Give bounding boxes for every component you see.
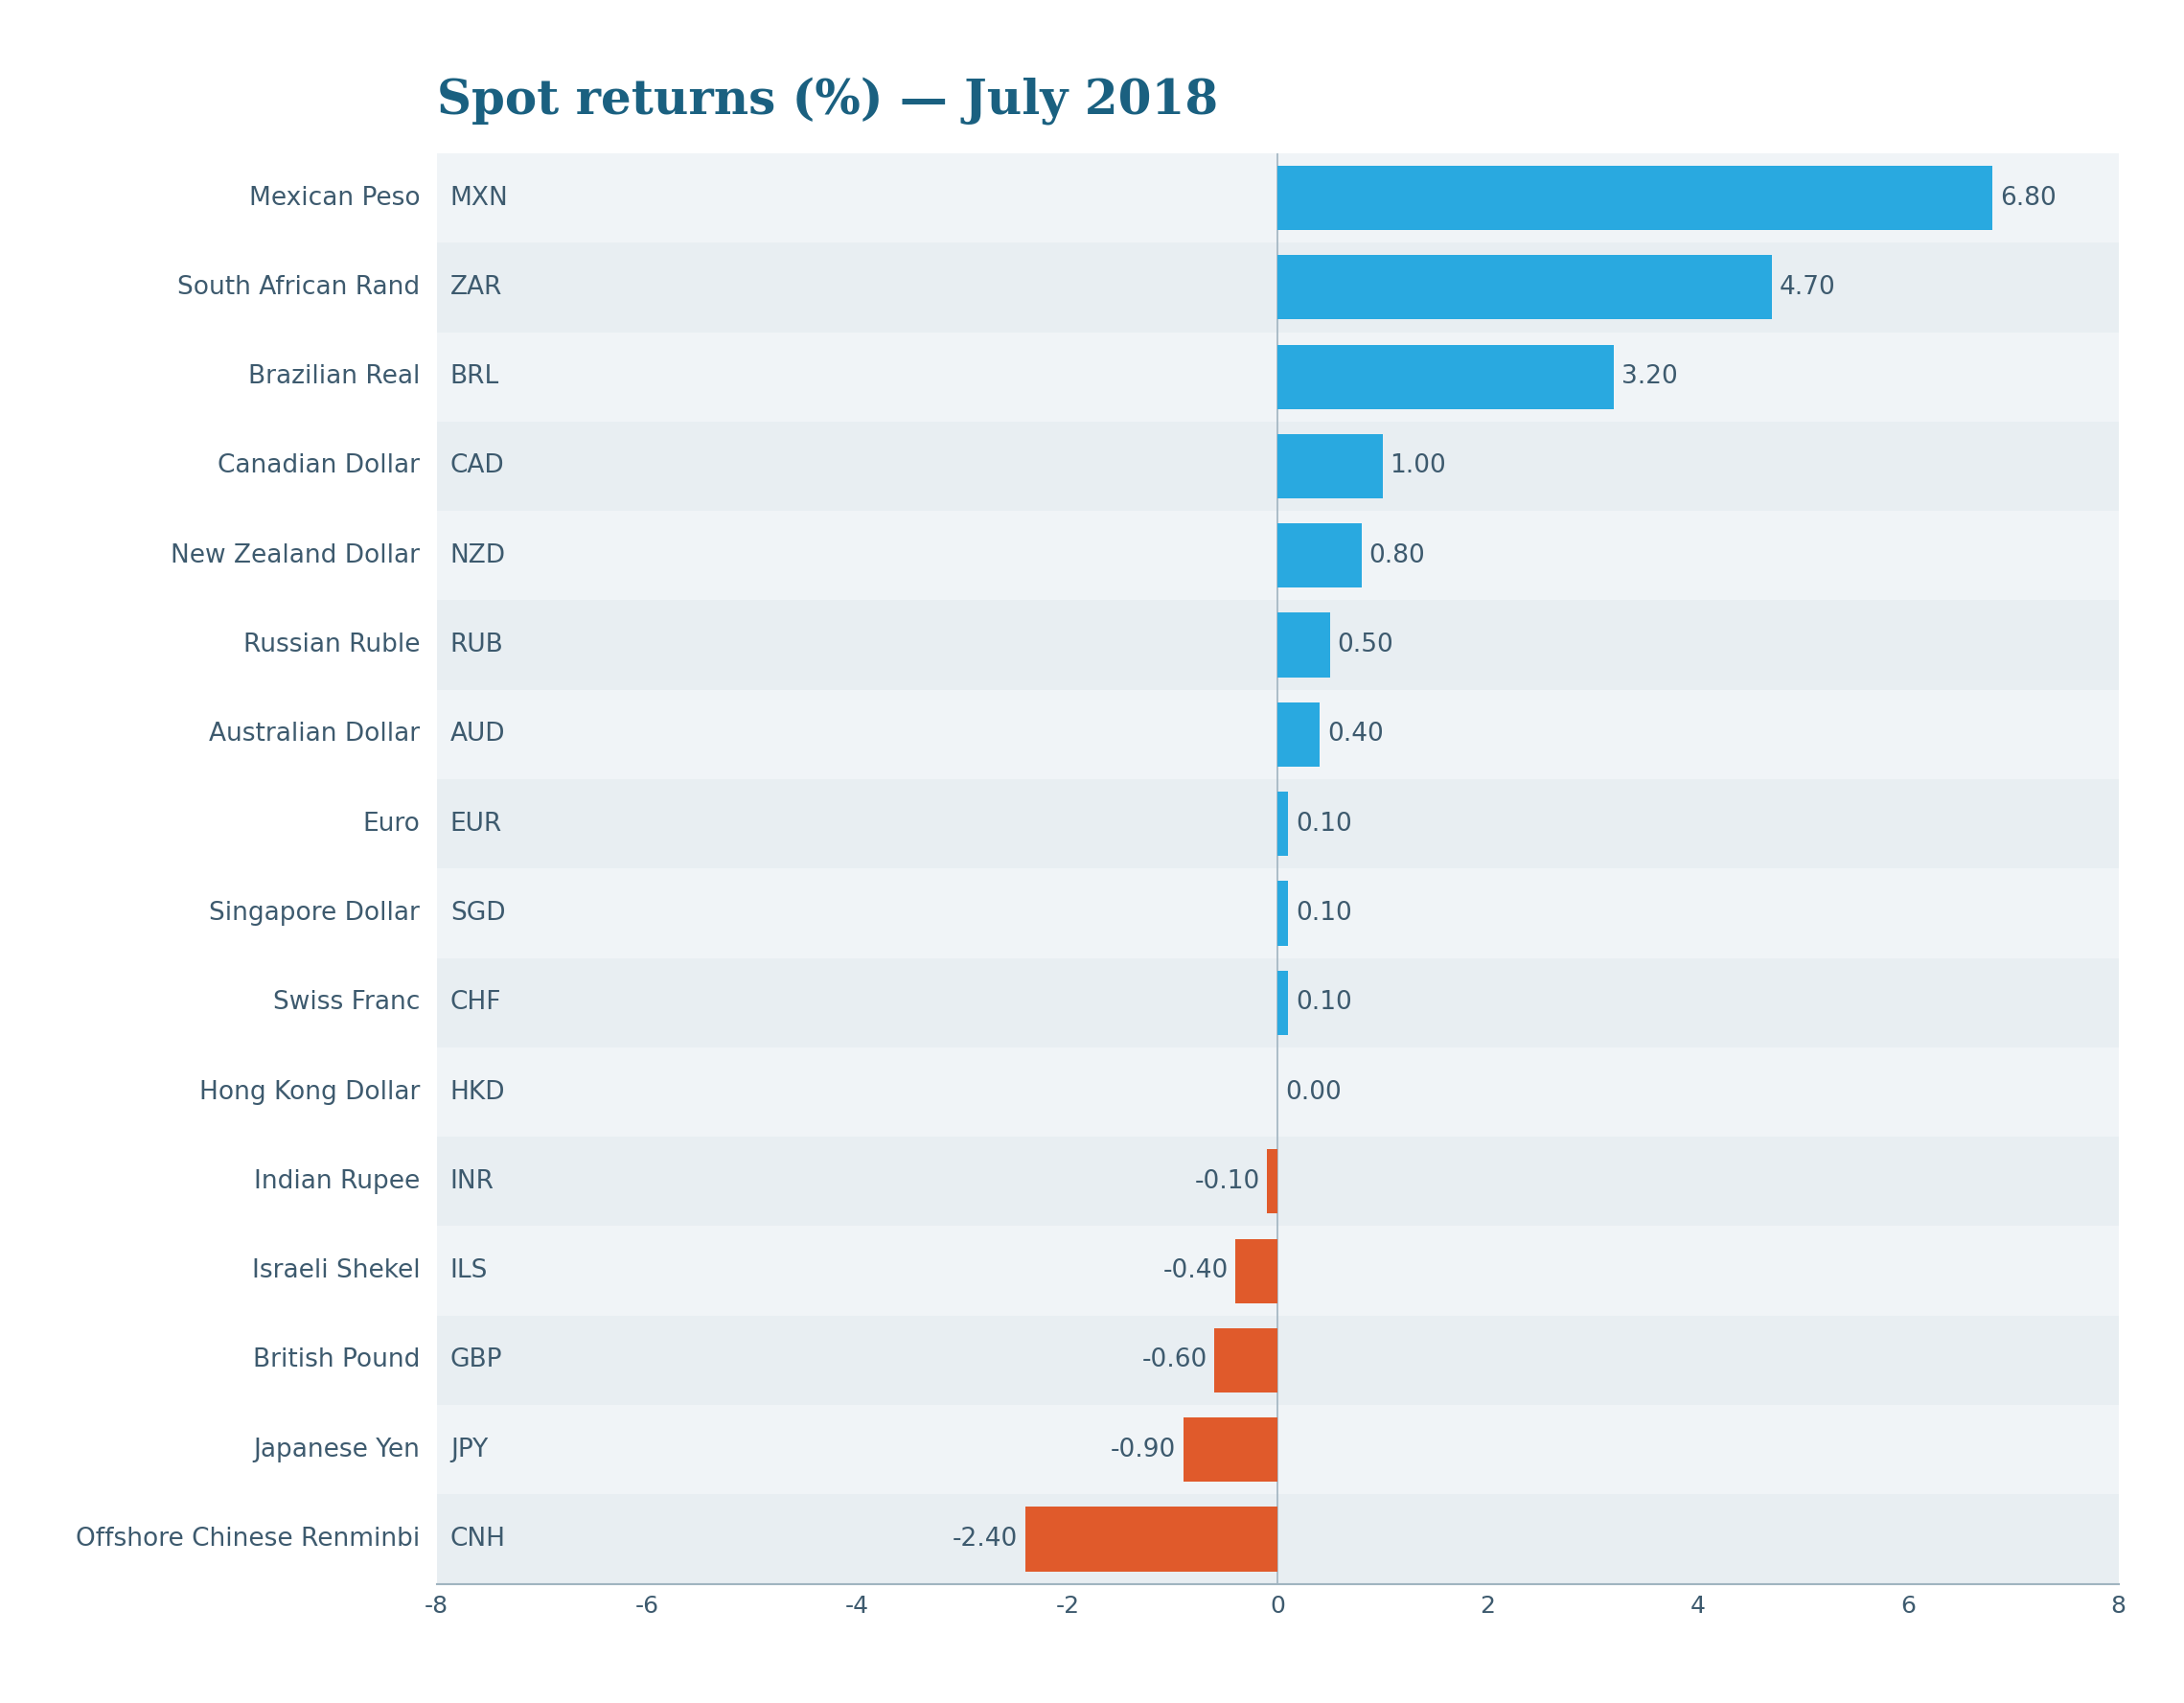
Bar: [437, 242, 2118, 332]
Bar: [437, 1047, 2118, 1138]
Text: ZAR: ZAR: [450, 274, 502, 300]
Bar: [1278, 255, 1771, 320]
Text: Swiss Franc: Swiss Franc: [273, 989, 419, 1015]
Text: -0.40: -0.40: [1162, 1259, 1227, 1284]
Bar: [437, 778, 2118, 869]
Text: Euro: Euro: [363, 811, 419, 836]
Text: Indian Rupee: Indian Rupee: [253, 1168, 419, 1194]
Text: CNH: CNH: [450, 1526, 507, 1551]
Text: Russian Ruble: Russian Ruble: [242, 632, 419, 657]
Bar: [437, 1405, 2118, 1495]
Text: Spot returns (%) — July 2018: Spot returns (%) — July 2018: [437, 77, 1219, 124]
Bar: [1278, 344, 1614, 409]
Text: AUD: AUD: [450, 722, 505, 748]
Text: 1.00: 1.00: [1389, 453, 1446, 479]
Text: 0.80: 0.80: [1369, 543, 1426, 569]
Text: Singapore Dollar: Singapore Dollar: [210, 901, 419, 926]
Bar: [1278, 523, 1363, 588]
Bar: [1278, 165, 1992, 230]
Text: 0.00: 0.00: [1284, 1080, 1341, 1105]
Text: Hong Kong Dollar: Hong Kong Dollar: [199, 1080, 419, 1105]
Text: 3.20: 3.20: [1621, 364, 1677, 390]
Text: British Pound: British Pound: [253, 1347, 419, 1373]
Bar: [437, 153, 2118, 242]
Text: HKD: HKD: [450, 1080, 505, 1105]
Text: Brazilian Real: Brazilian Real: [249, 364, 419, 390]
Bar: [437, 869, 2118, 957]
Text: 4.70: 4.70: [1780, 274, 1835, 300]
Bar: [437, 957, 2118, 1047]
Bar: [1236, 1238, 1278, 1303]
Text: ILS: ILS: [450, 1259, 487, 1284]
Text: Canadian Dollar: Canadian Dollar: [218, 453, 419, 479]
Text: Japanese Yen: Japanese Yen: [253, 1437, 419, 1463]
Text: CAD: CAD: [450, 453, 505, 479]
Text: Offshore Chinese Renminbi: Offshore Chinese Renminbi: [76, 1526, 419, 1551]
Bar: [1278, 880, 1289, 945]
Bar: [1278, 434, 1382, 499]
Text: New Zealand Dollar: New Zealand Dollar: [170, 543, 419, 569]
Bar: [437, 1495, 2118, 1584]
Text: JPY: JPY: [450, 1437, 487, 1463]
Text: RUB: RUB: [450, 632, 505, 657]
Text: -0.90: -0.90: [1109, 1437, 1175, 1463]
Text: -0.10: -0.10: [1195, 1168, 1260, 1194]
Bar: [437, 1315, 2118, 1405]
Bar: [437, 1138, 2118, 1226]
Text: Australian Dollar: Australian Dollar: [210, 722, 419, 748]
Bar: [1278, 702, 1319, 766]
Text: CHF: CHF: [450, 989, 502, 1015]
Bar: [437, 421, 2118, 511]
Bar: [437, 599, 2118, 690]
Bar: [437, 332, 2118, 421]
Text: GBP: GBP: [450, 1347, 502, 1373]
Bar: [1267, 1150, 1278, 1214]
Bar: [1026, 1507, 1278, 1572]
Text: 0.10: 0.10: [1295, 901, 1352, 926]
Bar: [437, 690, 2118, 778]
Bar: [1214, 1328, 1278, 1393]
Text: INR: INR: [450, 1168, 494, 1194]
Bar: [1278, 792, 1289, 857]
Bar: [437, 1226, 2118, 1315]
Text: EUR: EUR: [450, 811, 502, 836]
Text: -0.60: -0.60: [1142, 1347, 1208, 1373]
Text: 0.40: 0.40: [1328, 722, 1382, 748]
Bar: [1278, 971, 1289, 1035]
Bar: [437, 511, 2118, 599]
Bar: [1184, 1417, 1278, 1482]
Text: MXN: MXN: [450, 186, 509, 211]
Text: 0.50: 0.50: [1337, 632, 1393, 657]
Text: SGD: SGD: [450, 901, 505, 926]
Text: -2.40: -2.40: [952, 1526, 1018, 1551]
Text: 0.10: 0.10: [1295, 989, 1352, 1015]
Text: NZD: NZD: [450, 543, 507, 569]
Text: Mexican Peso: Mexican Peso: [249, 186, 419, 211]
Text: 0.10: 0.10: [1295, 811, 1352, 836]
Text: Israeli Shekel: Israeli Shekel: [251, 1259, 419, 1284]
Bar: [1278, 613, 1330, 678]
Text: 6.80: 6.80: [2001, 186, 2055, 211]
Text: BRL: BRL: [450, 364, 500, 390]
Text: South African Rand: South African Rand: [177, 274, 419, 300]
